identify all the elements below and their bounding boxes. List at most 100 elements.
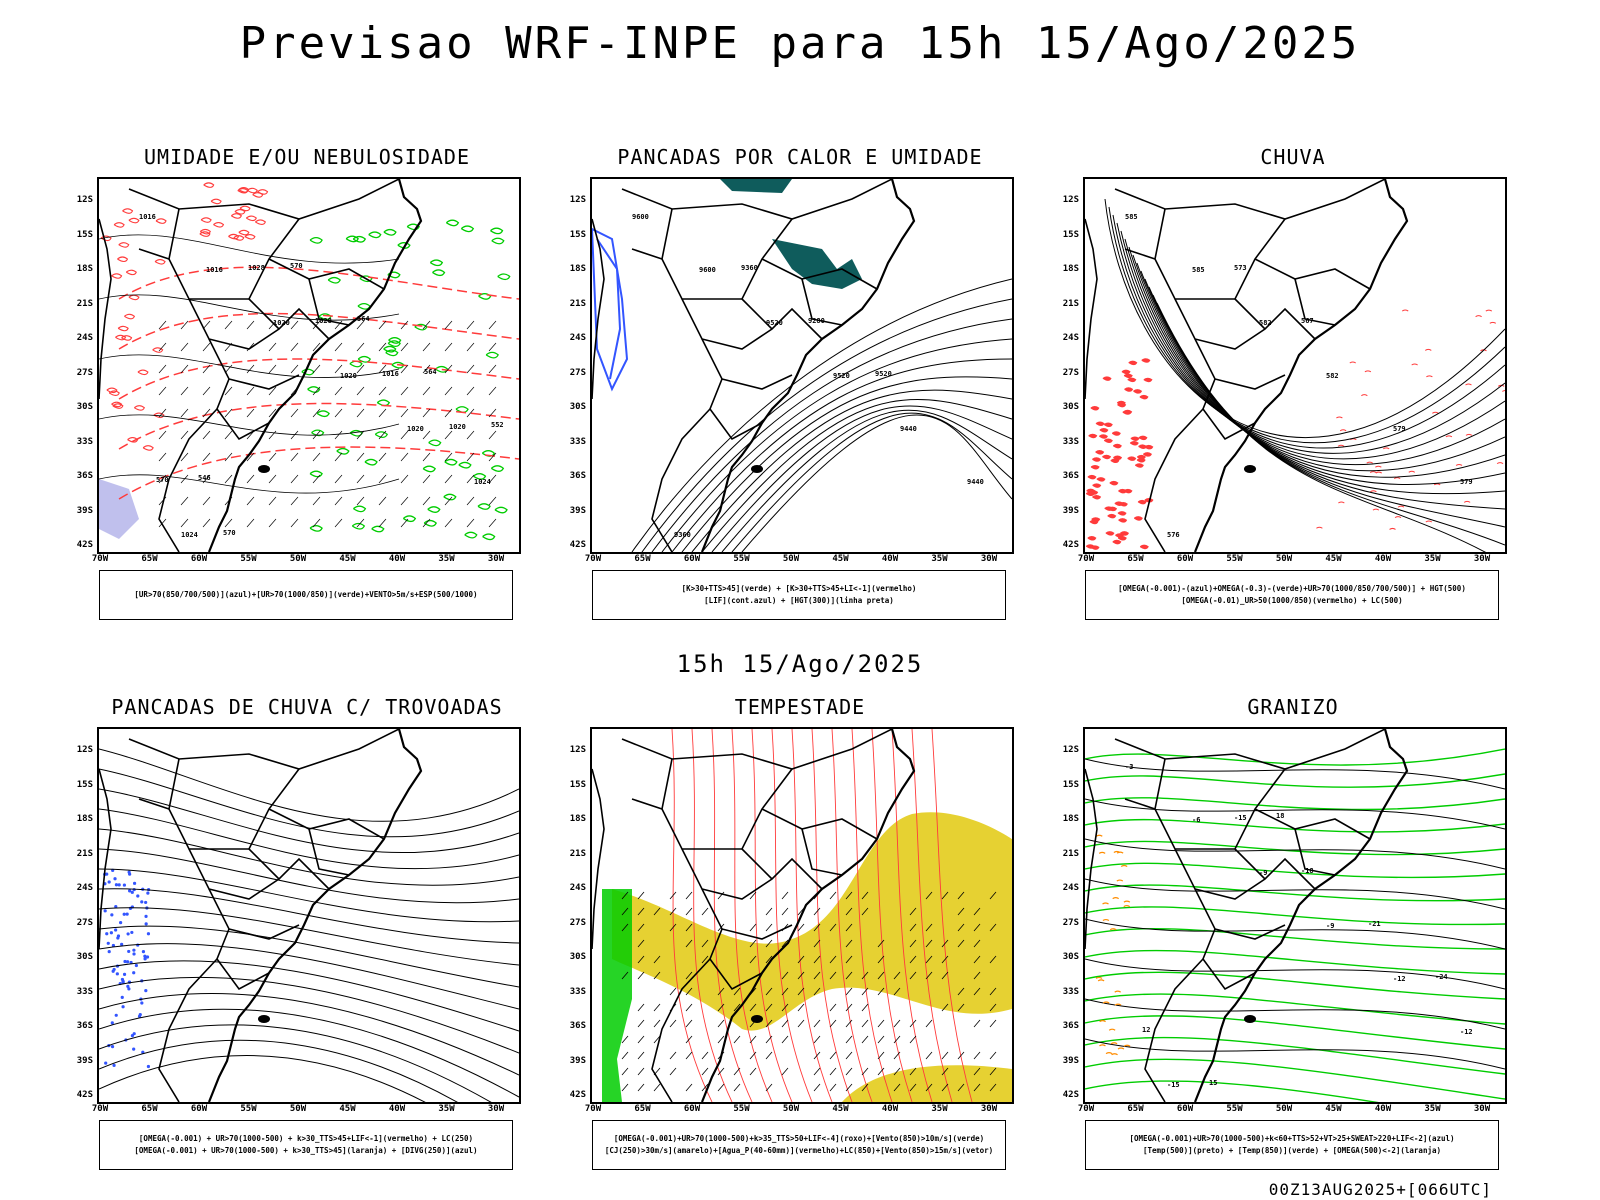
panel-legend: [UR>70(850/700/500)](azul)+[UR>70(1000/8… <box>99 570 513 620</box>
map-area <box>590 727 1014 1104</box>
lon-tick-label: 40W <box>1368 1104 1398 1114</box>
lon-tick-label: 35W <box>432 1104 462 1114</box>
map-area: 1016 1016 1020 1020 1020 1024 1024 1028 1028 1016… <box>97 177 521 554</box>
lon-tick-label: 65W <box>135 1104 165 1114</box>
map-area <box>97 727 521 1104</box>
lon-tick-label: 50W <box>1269 1104 1299 1114</box>
lon-tick-label: 55W <box>727 554 757 564</box>
panel-title: GRANIZO <box>1053 695 1533 719</box>
lat-tick-label: 12S <box>57 745 93 755</box>
contour-label: 564 <box>424 368 437 376</box>
lat-tick-label: 12S <box>1043 195 1079 205</box>
lon-tick-label: 70W <box>85 1104 115 1114</box>
lat-tick-label: 36S <box>1043 1021 1079 1031</box>
lat-tick-label: 36S <box>1043 471 1079 481</box>
contour-label: 570 <box>223 529 236 537</box>
lat-tick-label: 42S <box>550 1090 586 1100</box>
lat-tick-label: 15S <box>57 780 93 790</box>
contour-label: -18 <box>1301 867 1314 875</box>
map-area: -3 -6 -9 -9 -12 -12 -15 -15 -18 -21 -24 12 15 18 <box>1083 727 1507 1104</box>
lat-tick-label: 27S <box>57 918 93 928</box>
panel-legend: [K>30+TTS>45](verde) + [K>30+TTS>45+LI<-… <box>592 570 1006 620</box>
lon-tick-label: 35W <box>925 1104 955 1114</box>
lat-tick-label: 24S <box>57 333 93 343</box>
lat-tick-label: 30S <box>57 402 93 412</box>
lon-tick-label: 70W <box>1071 554 1101 564</box>
lon-tick-label: 45W <box>826 1104 856 1114</box>
lon-tick-label: 30W <box>974 554 1004 564</box>
contour-label: 1016 <box>206 266 223 274</box>
contour-label: -21 <box>1368 920 1381 928</box>
lat-tick-label: 15S <box>550 780 586 790</box>
contour-label: -6 <box>1192 816 1200 824</box>
lon-tick-label: 40W <box>1368 554 1398 564</box>
panel-legend: [OMEGA(-0.001)+UR>70(1000-500)+k<60+TTS>… <box>1085 1120 1499 1170</box>
contour-label: 9440 <box>967 478 984 486</box>
lat-tick-label: 12S <box>550 745 586 755</box>
contour-label: 1028 <box>248 264 265 272</box>
legend-line: [CJ(250)>30m/s](amarelo)+[Agua_P(40-60mm… <box>593 1145 1005 1157</box>
lat-tick-label: 42S <box>1043 1090 1079 1100</box>
lat-tick-label: 39S <box>1043 1056 1079 1066</box>
legend-line: [Temp(500)](preto) + [Temp(850)](verde) … <box>1086 1145 1498 1157</box>
legend-line: [K>30+TTS>45](verde) + [K>30+TTS>45+LI<-… <box>593 583 1005 595</box>
lat-tick-label: 18S <box>57 264 93 274</box>
lon-tick-label: 60W <box>677 554 707 564</box>
panel-title: PANCADAS DE CHUVA C/ TROVOADAS <box>67 695 547 719</box>
lon-tick-label: 45W <box>1319 554 1349 564</box>
lon-tick-label: 55W <box>234 1104 264 1114</box>
lat-tick-label: 15S <box>57 230 93 240</box>
lon-tick-label: 35W <box>1418 1104 1448 1114</box>
lat-tick-label: 24S <box>550 333 586 343</box>
lat-tick-label: 21S <box>1043 299 1079 309</box>
lat-tick-label: 33S <box>550 987 586 997</box>
weather-map: -3-6-9-9-12-12-15-15-18-21-24121518 <box>1085 729 1505 1102</box>
lon-tick-label: 30W <box>1467 1104 1497 1114</box>
lon-tick-label: 55W <box>1220 1104 1250 1114</box>
middle-title: 15h 15/Ago/2025 <box>0 650 1600 678</box>
lon-tick-label: 45W <box>1319 1104 1349 1114</box>
weather-map: 9600960095209520944094409360936092809520 <box>592 179 1012 552</box>
contour-label: 1016 <box>382 370 399 378</box>
lon-tick-label: 30W <box>481 554 511 564</box>
lat-tick-label: 27S <box>550 918 586 928</box>
legend-line: [OMEGA(-0.01)_UR>50(1000/850)(vermelho) … <box>1086 595 1498 607</box>
lat-tick-label: 36S <box>57 1021 93 1031</box>
lon-tick-label: 70W <box>578 1104 608 1114</box>
lat-tick-label: 30S <box>550 402 586 412</box>
contour-label: 552 <box>491 421 504 429</box>
lon-tick-label: 40W <box>382 1104 412 1114</box>
contour-label: 9520 <box>875 370 892 378</box>
lat-tick-label: 33S <box>57 987 93 997</box>
lat-tick-label: 18S <box>550 814 586 824</box>
lat-tick-label: 21S <box>550 849 586 859</box>
map-area: 585 585 582 582 579 579 576 573 567 <box>1083 177 1507 554</box>
contour-label: 1024 <box>474 478 491 486</box>
lon-tick-label: 70W <box>1071 1104 1101 1114</box>
lat-tick-label: 42S <box>57 1090 93 1100</box>
lat-tick-label: 27S <box>1043 918 1079 928</box>
contour-label: 582 <box>1259 319 1272 327</box>
lat-tick-label: 42S <box>550 540 586 550</box>
contour-label: 573 <box>1234 264 1247 272</box>
contour-label: 579 <box>1393 425 1406 433</box>
contour-label: 585 <box>1192 266 1205 274</box>
lon-tick-label: 55W <box>727 1104 757 1114</box>
legend-line: [OMEGA(-0.001) + UR>70(1000-500) + k>30_… <box>100 1133 512 1145</box>
contour-label: 564 <box>357 315 370 323</box>
lat-tick-label: 36S <box>550 471 586 481</box>
legend-line: [OMEGA(-0.001)+UR>70(1000-500)+k<60+TTS>… <box>1086 1133 1498 1145</box>
lon-tick-label: 30W <box>1467 554 1497 564</box>
lon-tick-label: 55W <box>1220 554 1250 564</box>
lat-tick-label: 12S <box>1043 745 1079 755</box>
panel-title: CHUVA <box>1053 145 1533 169</box>
panel-legend: [OMEGA(-0.001)+UR>70(1000-500)+k>35_TTS>… <box>592 1120 1006 1170</box>
lon-tick-label: 50W <box>283 1104 313 1114</box>
contour-label: 18 <box>1276 812 1284 820</box>
panel-title: PANCADAS POR CALOR E UMIDADE <box>560 145 1040 169</box>
lon-tick-label: 65W <box>1121 554 1151 564</box>
contour-label: 15 <box>1209 1079 1217 1087</box>
lat-tick-label: 42S <box>57 540 93 550</box>
contour-label: 585 <box>1125 213 1138 221</box>
lon-tick-label: 65W <box>628 554 658 564</box>
